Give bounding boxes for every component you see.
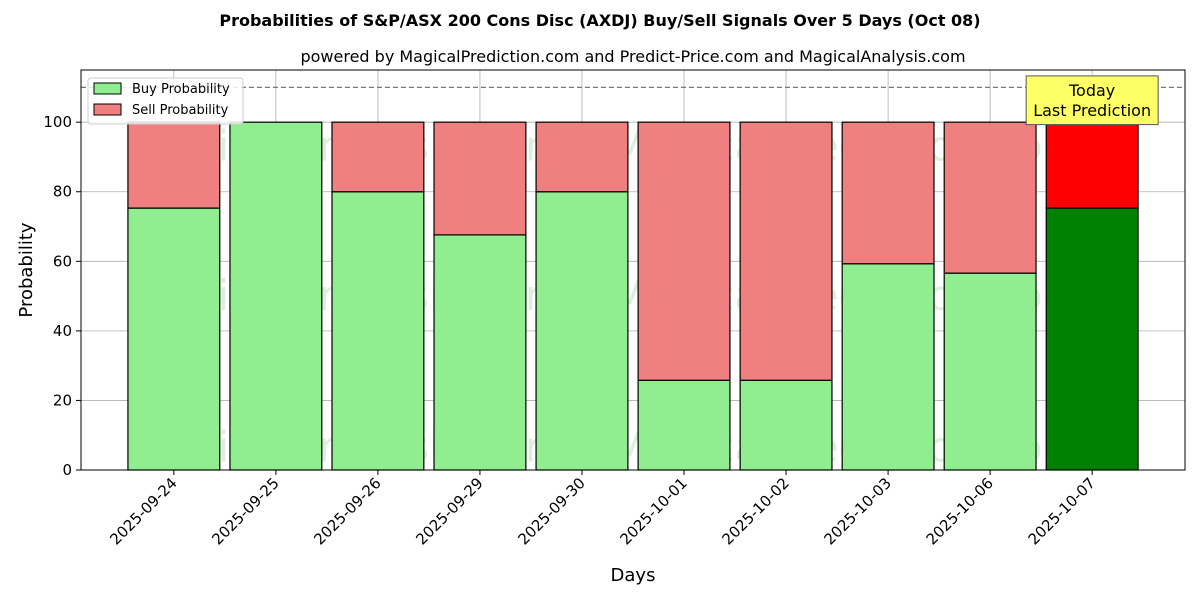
legend-label: Sell Probability xyxy=(132,103,229,118)
buy-bar xyxy=(637,379,731,471)
sell-bar xyxy=(1045,121,1139,209)
x-tick-label: 2025-10-02 xyxy=(718,474,792,548)
sell-bar xyxy=(331,121,425,193)
plot-area: MagicalAnalysis.comMagicalPrediction.com… xyxy=(43,69,1186,548)
sell-bar xyxy=(841,121,935,265)
x-tick-label: 2025-10-03 xyxy=(821,474,895,548)
y-tick-label: 60 xyxy=(53,252,72,270)
sell-bar xyxy=(535,121,629,193)
annotation-box xyxy=(1025,75,1159,126)
x-tick-label: 2025-09-26 xyxy=(310,474,384,548)
y-tick-label: 100 xyxy=(43,113,72,131)
legend-swatch xyxy=(93,103,122,116)
x-tick-label: 2025-10-06 xyxy=(923,474,997,548)
plot-frame xyxy=(80,69,1186,471)
y-tick-label: 0 xyxy=(62,461,72,479)
annotation-line-2: Last Prediction xyxy=(1033,101,1151,120)
buy-bar xyxy=(739,379,833,471)
legend-swatch xyxy=(93,82,122,95)
sell-bar xyxy=(433,121,527,236)
buy-bar xyxy=(535,191,629,471)
x-tick-label: 2025-09-29 xyxy=(412,474,486,548)
y-tick-label: 20 xyxy=(53,391,72,409)
buy-bar xyxy=(433,234,527,471)
x-tick-label: 2025-10-01 xyxy=(616,474,690,548)
x-tick-label: 2025-10-07 xyxy=(1025,474,1099,548)
y-tick-label: 40 xyxy=(53,322,72,340)
buy-bar xyxy=(229,121,323,471)
legend-label: Buy Probability xyxy=(132,82,230,97)
buy-bar xyxy=(331,191,425,471)
sell-bar xyxy=(943,121,1037,274)
sell-bar xyxy=(127,121,221,209)
legend-box xyxy=(87,77,244,125)
x-tick-label: 2025-09-30 xyxy=(514,474,588,548)
x-tick-label: 2025-09-25 xyxy=(208,474,282,548)
x-axis-label: Days xyxy=(611,565,656,586)
y-tick-label: 80 xyxy=(53,183,72,201)
x-tick-label: 2025-09-24 xyxy=(106,474,180,548)
y-axis-label: Probability xyxy=(16,222,37,317)
chart-subtitle: powered by MagicalPrediction.com and Pre… xyxy=(300,47,965,66)
sell-bar xyxy=(739,121,833,381)
annotation-line-1: Today xyxy=(1068,81,1115,100)
buy-bar xyxy=(841,263,935,471)
chart-title: Probabilities of S&P/ASX 200 Cons Disc (… xyxy=(219,11,980,30)
buy-bar xyxy=(1045,207,1139,471)
buy-bar xyxy=(943,272,1037,471)
buy-bar xyxy=(127,207,221,471)
sell-bar xyxy=(637,121,731,381)
